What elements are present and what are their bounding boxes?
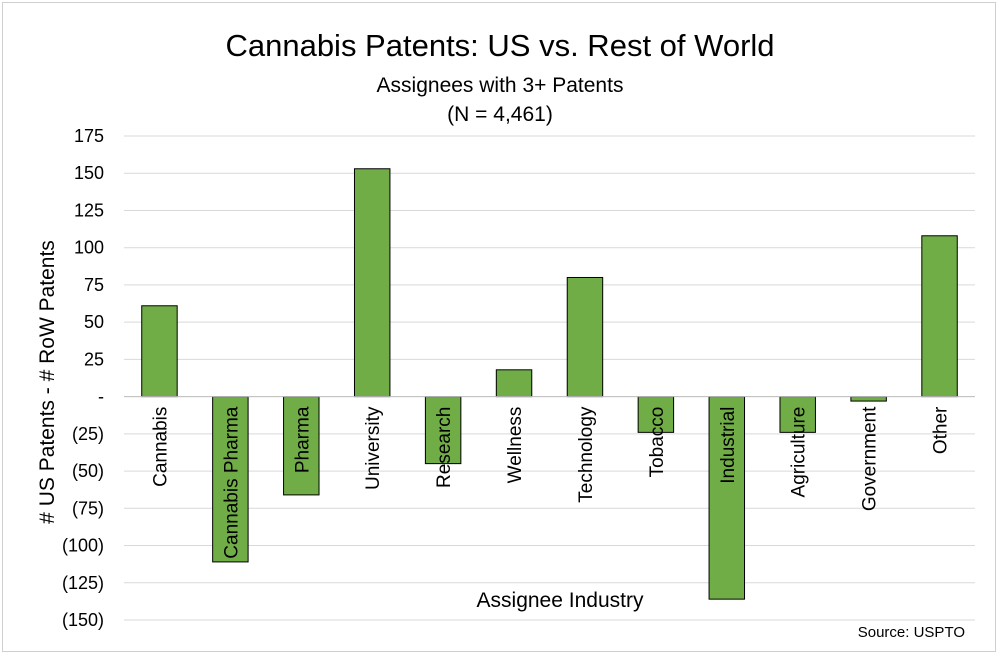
bar-pharma (283, 396, 320, 496)
bar-other (921, 235, 958, 398)
category-labels: Cannabis Cannabis Pharma Pharma University R… (150, 406, 951, 559)
y-tick-label: 25 (84, 349, 104, 369)
y-tick-label: (125) (62, 573, 104, 593)
bar-cannabis-pharma (212, 396, 249, 563)
bars (141, 168, 958, 600)
category-label: Wellness (505, 407, 526, 484)
y-tick-label: 125 (74, 200, 104, 220)
bar-cannabis (141, 305, 178, 398)
y-tick-label: 150 (74, 163, 104, 183)
chart-title: Cannabis Patents: US vs. Rest of World (225, 28, 774, 63)
y-tick-label: (25) (72, 424, 104, 444)
category-label: Industrial (718, 407, 739, 484)
bar-industrial (708, 396, 746, 600)
bar-technology (566, 276, 604, 398)
category-label: Other (931, 406, 952, 454)
category-label: Cannabis Pharma (221, 406, 242, 559)
source-note: Source: USPTO (858, 624, 965, 641)
bar-tobacco (637, 396, 675, 433)
category-label: Pharma (292, 406, 313, 473)
chart-subtitle: Assignees with 3+ Patents (377, 74, 624, 97)
y-tick-label: (150) (62, 610, 104, 630)
y-tick-label: - (98, 387, 104, 407)
category-label: University (363, 406, 384, 490)
y-tick-labels: 175 150 125 100 75 50 25 - (25) (50) (75) (100) (125… (62, 126, 104, 630)
chart-note: (N = 4,461) (447, 103, 553, 126)
category-label: Research (434, 407, 455, 488)
bar-government (850, 396, 887, 402)
category-label: Cannabis (150, 407, 171, 487)
bar-university (353, 168, 391, 398)
x-axis-label: Assignee Industry (477, 589, 644, 612)
y-tick-label: 175 (74, 126, 104, 146)
y-tick-label: (100) (62, 536, 104, 556)
y-tick-label: (50) (72, 461, 104, 481)
gridlines (124, 135, 975, 621)
y-tick-label: (75) (72, 498, 104, 518)
category-label: Agriculture (789, 407, 810, 498)
category-label: Government (860, 406, 881, 511)
category-label: Tobacco (647, 407, 668, 478)
y-tick-label: 100 (74, 238, 104, 258)
bar-wellness (495, 369, 533, 398)
bar-research (424, 396, 462, 465)
category-label: Technology (576, 406, 597, 503)
bar-agriculture (779, 396, 816, 433)
y-tick-label: 75 (84, 275, 104, 295)
y-axis-label: # US Patents - # RoW Patents (36, 240, 59, 524)
y-tick-label: 50 (84, 312, 104, 332)
